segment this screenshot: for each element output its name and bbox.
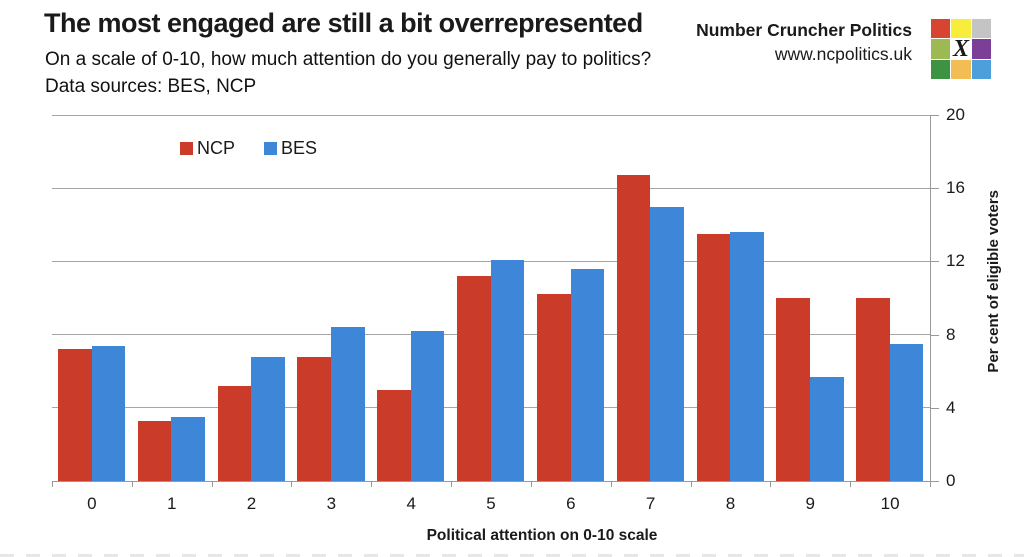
x-axis-tick xyxy=(850,481,852,487)
x-tick-label-7: 7 xyxy=(645,494,656,513)
gridline-20 xyxy=(52,114,930,116)
bar-ncp-10 xyxy=(856,298,890,481)
bar-ncp-4 xyxy=(377,389,411,481)
x-axis-title: Political attention on 0-10 scale xyxy=(426,527,658,544)
logo-cell xyxy=(971,59,991,79)
bar-bes-5 xyxy=(490,259,525,481)
logo-x-glyph: X xyxy=(952,36,969,62)
y-axis-tick-20 xyxy=(930,115,939,116)
legend-item-bes: BES xyxy=(264,138,317,159)
ncp-logo-icon: X xyxy=(931,19,991,79)
x-tick-label-8: 8 xyxy=(725,494,736,513)
logo-cell xyxy=(931,19,951,39)
y-tick-label-16: 16 xyxy=(946,178,965,198)
bar-ncp-1 xyxy=(137,420,172,481)
x-tick-label-10: 10 xyxy=(880,494,900,513)
y-axis-title: Per cent of eligible voters xyxy=(984,189,1002,373)
x-axis-tick xyxy=(131,481,133,487)
y-axis-tick-0 xyxy=(930,481,939,482)
legend-swatch-ncp xyxy=(180,142,193,155)
bar-bes-8 xyxy=(730,232,764,481)
y-tick-label-8: 8 xyxy=(946,324,956,344)
x-axis-tick xyxy=(211,481,213,487)
x-axis-tick xyxy=(52,481,53,487)
y-tick-label-20: 20 xyxy=(946,105,965,124)
x-tick-label-6: 6 xyxy=(566,494,576,513)
bar-bes-6 xyxy=(570,268,605,481)
y-axis-tick-4 xyxy=(930,407,939,409)
x-axis-tick xyxy=(530,481,532,487)
bar-ncp-2 xyxy=(217,385,252,481)
x-tick-label-5: 5 xyxy=(486,494,496,513)
x-axis-tick xyxy=(610,481,612,487)
bar-bes-3 xyxy=(331,327,365,481)
bar-ncp-5 xyxy=(457,276,491,481)
bar-ncp-9 xyxy=(776,298,810,481)
logo-cell: X xyxy=(951,36,971,62)
x-tick-label-3: 3 xyxy=(326,494,337,513)
bar-bes-2 xyxy=(251,356,285,481)
bar-bes-1 xyxy=(171,416,205,481)
y-axis-tick-16 xyxy=(930,188,939,190)
logo-cell xyxy=(951,19,971,39)
gridline-16 xyxy=(52,187,930,189)
x-axis-tick xyxy=(930,481,931,487)
legend-swatch-bes xyxy=(264,142,278,155)
bar-bes-7 xyxy=(650,206,684,481)
x-axis-tick xyxy=(770,481,772,487)
x-axis-line xyxy=(52,481,931,482)
y-axis-title-wrap: Per cent of eligible voters xyxy=(978,98,1008,464)
bar-bes-4 xyxy=(410,330,445,481)
x-tick-label-2: 2 xyxy=(246,494,257,513)
brand-name: Number Cruncher Politics xyxy=(696,20,912,40)
bar-ncp-0 xyxy=(58,349,92,481)
y-axis-tick-8 xyxy=(930,334,939,336)
logo-cell xyxy=(951,59,971,79)
y-axis-tick-12 xyxy=(930,261,939,263)
page-title: The most engaged are still a bit overrep… xyxy=(44,8,643,38)
x-axis-tick xyxy=(690,481,692,487)
y-tick-label-4: 4 xyxy=(946,397,956,417)
subtitle-data-sources: Data sources: BES, NCP xyxy=(45,76,257,97)
bar-ncp-3 xyxy=(297,356,332,481)
logo-cell xyxy=(931,39,951,59)
brand-url: www.ncpolitics.uk xyxy=(774,44,912,64)
y-axis-line xyxy=(930,115,931,482)
cropped-content-edge xyxy=(0,554,1024,557)
x-tick-label-4: 4 xyxy=(406,494,416,513)
brand-block: Number Cruncher Politics www.ncpolitics.… xyxy=(696,18,912,66)
subtitle-question: On a scale of 0-10, how much attention d… xyxy=(45,49,652,70)
logo-cell xyxy=(931,59,951,79)
legend-item-ncp: NCP xyxy=(180,138,235,159)
y-tick-label-0: 0 xyxy=(946,471,956,490)
legend-label-ncp: NCP xyxy=(197,138,236,158)
bar-bes-10 xyxy=(889,343,924,481)
logo-cell xyxy=(971,39,991,59)
x-tick-label-1: 1 xyxy=(166,494,177,513)
legend-label-bes: BES xyxy=(281,138,318,158)
bar-bes-0 xyxy=(91,345,126,481)
bar-bes-9 xyxy=(809,376,844,481)
x-axis-tick xyxy=(371,481,373,487)
bar-ncp-8 xyxy=(696,233,731,481)
y-tick-label-12: 12 xyxy=(946,251,965,271)
bar-ncp-6 xyxy=(536,294,571,481)
x-axis-tick xyxy=(291,481,293,487)
x-axis-tick xyxy=(451,481,453,487)
logo-cell xyxy=(971,19,991,39)
x-tick-label-9: 9 xyxy=(805,494,815,513)
x-tick-label-0: 0 xyxy=(87,494,97,513)
bar-ncp-7 xyxy=(616,175,651,481)
chart-legend: NCP BES xyxy=(180,138,317,159)
